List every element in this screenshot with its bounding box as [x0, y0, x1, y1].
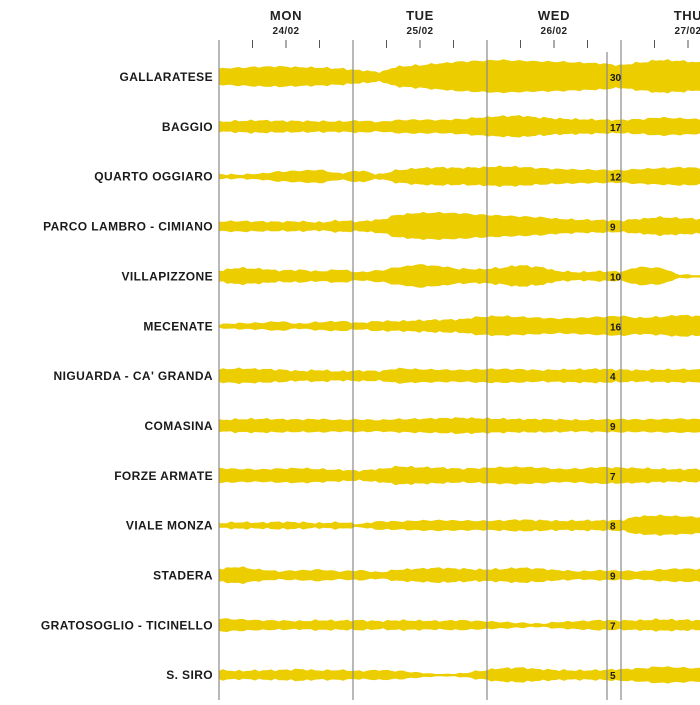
stream-mecenate [219, 315, 700, 337]
value-label: 9 [610, 223, 616, 234]
stream-parco-lambro-cimiano [219, 212, 700, 240]
date-label: 27/02 [674, 26, 700, 37]
row-label: QUARTO OGGIARO [94, 170, 213, 184]
stream-quarto-oggiaro [219, 165, 700, 187]
row-label: MECENATE [143, 319, 213, 333]
stream-gratosoglio-ticinello [219, 618, 700, 632]
value-label: 4 [610, 372, 616, 383]
date-label: 25/02 [406, 26, 433, 37]
stream-forze-armate [219, 466, 700, 486]
date-label: 24/02 [272, 26, 299, 37]
day-label: MON [270, 8, 302, 23]
value-label: 10 [610, 272, 622, 283]
row-label: FORZE ARMATE [114, 469, 213, 483]
day-label: THU [674, 8, 700, 23]
row-label: PARCO LAMBRO - CIMIANO [43, 220, 213, 234]
stream-rows [219, 59, 700, 684]
row-label: VILLAPIZZONE [122, 269, 213, 283]
value-label: 5 [610, 671, 616, 682]
stream-comasina [219, 417, 700, 434]
date-label: 26/02 [540, 26, 567, 37]
day-label: WED [538, 8, 570, 23]
value-label: 7 [610, 621, 616, 632]
value-label: 17 [610, 123, 622, 134]
stream-gallaratese [219, 59, 700, 93]
value-label: 7 [610, 472, 616, 483]
row-label: VIALE MONZA [126, 519, 213, 533]
stream-stadera [219, 566, 700, 584]
value-label: 9 [610, 572, 616, 583]
day-label: TUE [406, 8, 434, 23]
row-label: BAGGIO [162, 120, 213, 134]
stream-niguarda-ca-granda [219, 368, 700, 385]
row-label: STADERA [153, 569, 213, 583]
value-label: 9 [610, 422, 616, 433]
value-label: 30 [610, 73, 622, 84]
row-label: S. SIRO [166, 668, 213, 682]
value-label: 8 [610, 522, 616, 533]
day-header: MON 24/02 TUE 25/02 WED 26/02 THU 27/02 [253, 8, 700, 48]
value-label: 12 [610, 173, 622, 184]
row-label: COMASINA [144, 419, 213, 433]
stream-viale-monza [219, 514, 700, 536]
value-label: 16 [610, 322, 622, 333]
stream-s-siro [219, 666, 700, 684]
row-label: GALLARATESE [119, 70, 213, 84]
row-label: NIGUARDA - CA' GRANDA [54, 369, 213, 383]
stream-baggio [219, 115, 700, 138]
row-label: GRATOSOGLIO - TICINELLO [41, 618, 213, 632]
stream-villapizzone [219, 264, 700, 288]
